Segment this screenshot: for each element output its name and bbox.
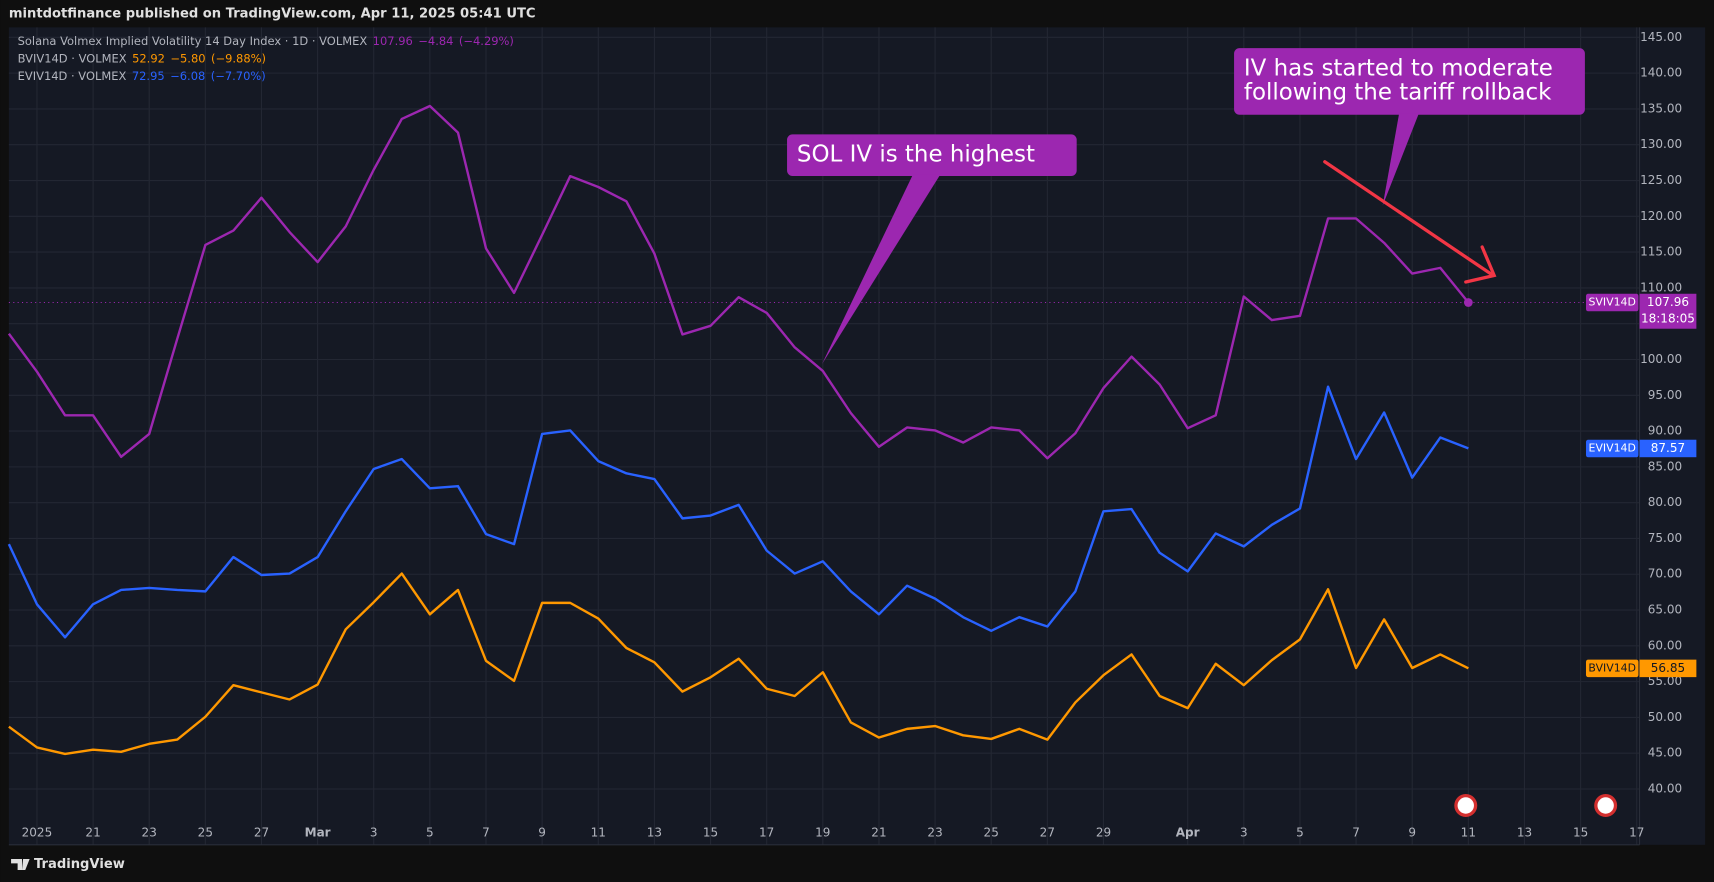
x-tick-label: Mar bbox=[305, 825, 331, 839]
arrow-head bbox=[1464, 245, 1497, 284]
event-icons bbox=[1454, 794, 1618, 817]
event-icon[interactable] bbox=[1594, 794, 1618, 817]
x-tick-label: 3 bbox=[1240, 825, 1248, 839]
x-tick-label: 11 bbox=[1461, 825, 1476, 839]
legend-name: BVIV14D · VOLMEX bbox=[18, 52, 127, 66]
legend-name: EVIV14D · VOLMEX bbox=[18, 69, 127, 83]
y-tick-label: 130.00 bbox=[1640, 137, 1682, 151]
line bbox=[7, 385, 1469, 639]
badge-name-bg bbox=[1585, 439, 1639, 458]
x-tick-label: 7 bbox=[482, 825, 490, 839]
header: mintdotfinance published on TradingView.… bbox=[9, 7, 536, 22]
x-tick-label: 19 bbox=[815, 825, 830, 839]
legend-change-pct: (−4.29%) bbox=[459, 34, 514, 48]
y-tick-label: 50.00 bbox=[1648, 710, 1682, 724]
footer-brand: TradingView bbox=[34, 857, 125, 872]
x-tick-label: 9 bbox=[538, 825, 546, 839]
x-tick-label: 17 bbox=[759, 825, 774, 839]
x-tick-label: 15 bbox=[703, 825, 718, 839]
y-tick-label: 145.00 bbox=[1640, 30, 1682, 44]
x-tick-label: 15 bbox=[1573, 825, 1588, 839]
y-tick-label: 135.00 bbox=[1640, 101, 1682, 115]
y-tick-label: 140.00 bbox=[1640, 66, 1682, 80]
annotation-text: IV has started to moderate bbox=[1244, 55, 1553, 81]
y-tick-label: 65.00 bbox=[1648, 603, 1682, 617]
x-tick-label: 9 bbox=[1408, 825, 1416, 839]
badge-time: 18:18:05 bbox=[1641, 311, 1695, 325]
badge-value: 87.57 bbox=[1651, 441, 1685, 455]
badge-value: 107.96 bbox=[1647, 295, 1689, 309]
y-tick-label: 110.00 bbox=[1640, 280, 1682, 294]
logo bbox=[11, 859, 30, 870]
badge-value: 56.85 bbox=[1651, 661, 1685, 675]
legend-name: Solana Volmex Implied Volatility 14 Day … bbox=[18, 34, 368, 48]
x-tick-label: 23 bbox=[142, 825, 157, 839]
arrow-shaft bbox=[1323, 160, 1495, 278]
last-value-dot bbox=[1463, 298, 1473, 307]
badge-name-bg bbox=[1585, 659, 1639, 678]
y-tick-label: 60.00 bbox=[1648, 638, 1682, 652]
x-tick-label: 27 bbox=[254, 825, 269, 839]
x-tick-label: 7 bbox=[1352, 825, 1360, 839]
x-tick-label: 3 bbox=[370, 825, 378, 839]
legend-change: −6.08 bbox=[170, 69, 205, 83]
x-tick-label: 21 bbox=[85, 825, 100, 839]
y-tick-label: 85.00 bbox=[1648, 459, 1682, 473]
x-tick-label: 25 bbox=[198, 825, 213, 839]
y-tick-label: 90.00 bbox=[1648, 424, 1682, 438]
badge-name: SVIV14D bbox=[1589, 296, 1636, 309]
y-tick-label: 95.00 bbox=[1648, 388, 1682, 402]
legend-change-pct: (−9.88%) bbox=[211, 52, 266, 66]
y-tick-label: 40.00 bbox=[1648, 782, 1682, 796]
x-tick-label: 25 bbox=[984, 825, 999, 839]
legend-last: 107.96 bbox=[373, 34, 413, 48]
badge-value-bg bbox=[1639, 659, 1697, 678]
y-tick-label: 45.00 bbox=[1648, 746, 1682, 760]
y-tick-label: 120.00 bbox=[1640, 209, 1682, 223]
x-tick-label: Apr bbox=[1176, 825, 1200, 839]
arrow bbox=[1323, 160, 1497, 284]
x-tick-label: 29 bbox=[1096, 825, 1111, 839]
legend-change-pct: (−7.70%) bbox=[211, 69, 266, 83]
y-tick-label: 100.00 bbox=[1640, 352, 1682, 366]
annotation-text: SOL IV is the highest bbox=[797, 142, 1035, 168]
x-tick-label: 27 bbox=[1040, 825, 1055, 839]
y-tick-label: 80.00 bbox=[1648, 495, 1682, 509]
x-tick-label: 5 bbox=[1296, 825, 1304, 839]
badge-name-bg bbox=[1585, 293, 1639, 312]
y-tick-label: 55.00 bbox=[1648, 674, 1682, 688]
x-tick-label: 17 bbox=[1629, 825, 1644, 839]
y-tick-label: 70.00 bbox=[1648, 567, 1682, 581]
annotation-pointer bbox=[1382, 113, 1419, 206]
y-tick-label: 75.00 bbox=[1648, 531, 1682, 545]
annotation-text: following the tariff rollback bbox=[1244, 79, 1552, 105]
x-tick-label: 23 bbox=[927, 825, 942, 839]
annotations bbox=[787, 48, 1585, 364]
legend-change: −5.80 bbox=[170, 52, 205, 66]
badge-value-bg bbox=[1639, 439, 1697, 458]
x-tick-label: 2025 bbox=[22, 825, 53, 839]
x-tick-label: 11 bbox=[591, 825, 606, 839]
legend-last: 52.92 bbox=[132, 52, 165, 66]
badge-name: EVIV14D bbox=[1589, 441, 1636, 454]
line bbox=[8, 572, 1469, 756]
x-tick-label: 13 bbox=[647, 825, 662, 839]
legend-last: 72.95 bbox=[132, 69, 165, 83]
footer-logo bbox=[11, 859, 30, 870]
event-icon[interactable] bbox=[1454, 794, 1478, 817]
x-tick-label: 21 bbox=[871, 825, 886, 839]
x-tick-label: 5 bbox=[426, 825, 434, 839]
badge-value-bg bbox=[1639, 293, 1697, 329]
line bbox=[7, 104, 1470, 460]
legend-change: −4.84 bbox=[418, 34, 453, 48]
annotation-box bbox=[1234, 48, 1585, 115]
annotation-box bbox=[787, 134, 1077, 176]
annotation-pointer bbox=[822, 174, 941, 364]
x-tick-label: 13 bbox=[1517, 825, 1532, 839]
badge-name: BVIV14D bbox=[1588, 661, 1636, 674]
y-tick-label: 115.00 bbox=[1640, 245, 1682, 259]
y-tick-label: 125.00 bbox=[1640, 173, 1682, 187]
